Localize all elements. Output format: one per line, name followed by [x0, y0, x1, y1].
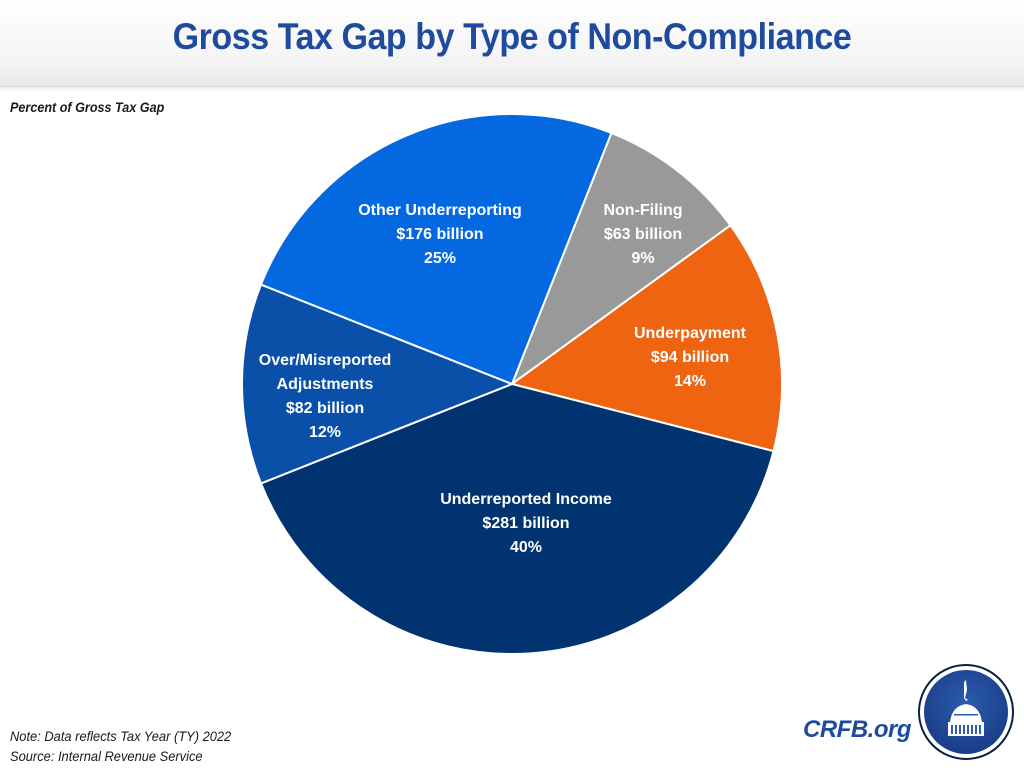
crfb-logo [918, 664, 1014, 760]
slice-label-line: 12% [309, 424, 341, 441]
slice-label-line: Underpayment [634, 325, 747, 342]
slice-label-line: $82 billion [286, 400, 364, 417]
footnote-source: Source: Internal Revenue Service [10, 748, 203, 764]
capitol-dome-icon [924, 670, 1008, 754]
slice-label-line: Underreported Income [440, 491, 612, 508]
chart-subtitle: Percent of Gross Tax Gap [10, 99, 165, 115]
slice-label-line: $281 billion [482, 515, 569, 532]
slice-label-line: Non-Filing [603, 202, 682, 219]
slice-label-line: 14% [674, 373, 706, 390]
pie-slice-over-misreported-adjustments [241, 283, 515, 485]
slice-label-line: 9% [631, 250, 654, 267]
chart-title: Gross Tax Gap by Type of Non-Compliance [172, 16, 852, 57]
slice-label-line: 25% [424, 250, 456, 267]
slice-label-underpayment: Underpayment $94 billion 14% [634, 325, 747, 390]
pie-slice-other-underreporting [259, 113, 613, 386]
pie-slice-underreported-income [259, 382, 775, 655]
slice-label-line: $94 billion [651, 349, 729, 366]
header-bar: Gross Tax Gap by Type of Non-Compliance [0, 0, 1024, 87]
slice-label-line: Other Underreporting [358, 202, 522, 219]
slice-label-over-misreported-adjustments: Over/Misreported Adjustments $82 billion 12… [259, 352, 391, 441]
slice-label-line: 40% [510, 539, 542, 556]
slice-label-line: $63 billion [604, 226, 682, 243]
brand-link[interactable]: CRFB.org [803, 716, 911, 743]
slice-label-non-filing: Non-Filing $63 billion 9% [603, 202, 682, 267]
slice-label-other-underreporting: Other Underreporting $176 billion 25% [358, 202, 522, 267]
pie-slice-non-filing [509, 131, 732, 387]
slice-label-underreported-income: Underreported Income $281 billion 40% [440, 491, 612, 556]
slice-label-line: Over/Misreported [259, 352, 391, 369]
pie-slice-underpayment [509, 223, 783, 453]
slice-label-line: $176 billion [396, 226, 483, 243]
footnote-note: Note: Data reflects Tax Year (TY) 2022 [10, 728, 232, 744]
slice-label-line: Adjustments [277, 376, 374, 393]
